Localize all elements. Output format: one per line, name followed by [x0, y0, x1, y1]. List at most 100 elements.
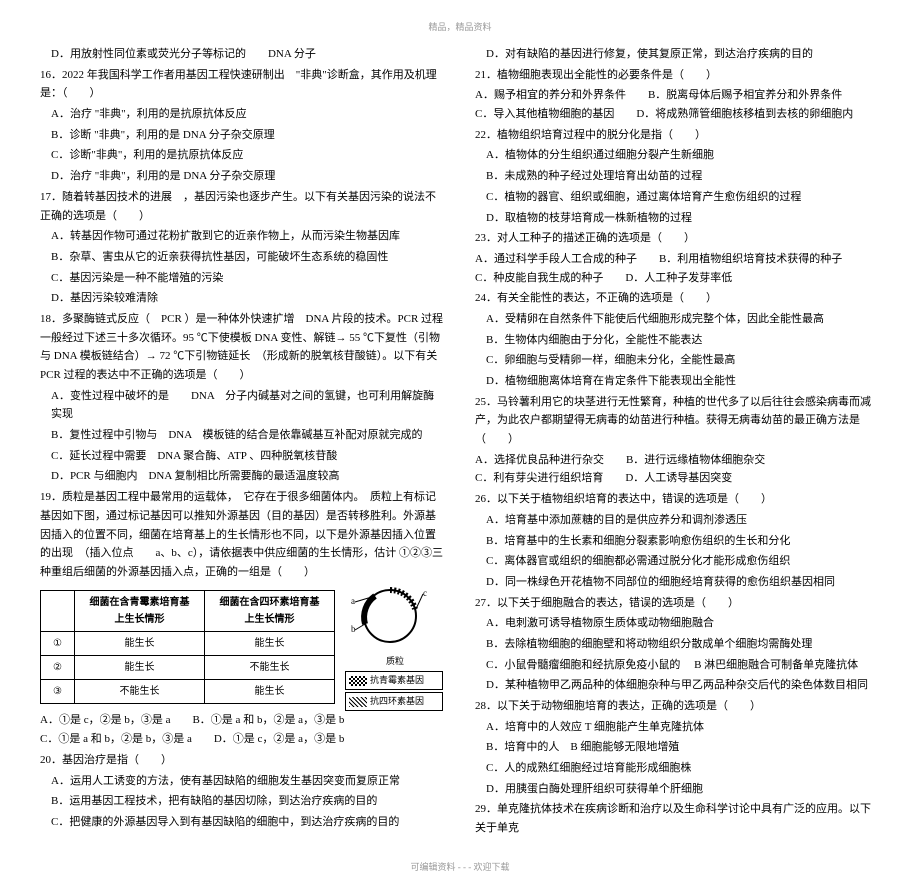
legend-row-2: 抗四环素基因	[345, 692, 443, 711]
tbl-r2c3: 不能生长	[204, 655, 334, 679]
q28-opt-d: D．用胰蛋白酶处理肝组织可获得单个肝细胞	[475, 780, 880, 799]
q18-opt-b: B．复性过程中引物与 DNA 模板链的结合是依靠碱基互补配对原就完成的	[40, 426, 445, 445]
q16-opt-b: B．诊断 "非典"，利用的是 DNA 分子杂交原理	[40, 126, 445, 145]
tbl-blank	[41, 590, 75, 631]
q16-opt-c: C．诊断"非典"，利用的是抗原抗体反应	[40, 146, 445, 165]
q27-opt-d: D．某种植物甲乙两品种的体细胞杂种与甲乙两品种杂交后代的染色体数目相同	[475, 676, 880, 695]
tbl-r1c3: 能生长	[204, 631, 334, 655]
q17-opt-b: B．杂草、害虫从它的近亲获得抗性基因，可能破坏生态系统的稳固性	[40, 248, 445, 267]
svg-text:a: a	[351, 596, 355, 606]
q19-table-diagram-row: 细菌在含青霉素培育基上生长情形 细菌在含四环素培育基上生长情形 ① 能生长 能生…	[40, 584, 445, 712]
q23-opt-b: B．利用植物组织培育技术获得的种子	[659, 250, 842, 269]
q21-opt-d: D．将成熟筛管细胞核移植到去核的卵细胞内	[636, 105, 853, 124]
q19-opt-d: D．①是 c，②是 a，③是 b	[214, 730, 344, 749]
q16: 16．2022 年我国科学工作者用基因工程快速研制出 "非典"诊断盒，其作用及机…	[40, 66, 445, 103]
legend-swatch-2	[349, 697, 367, 707]
q25-opt-d: D．人工诱导基因突变	[625, 469, 732, 488]
q19-table: 细菌在含青霉素培育基上生长情形 细菌在含四环素培育基上生长情形 ① 能生长 能生…	[40, 590, 335, 704]
q24-opt-b: B．生物体内细胞由于分化，全能性不能表达	[475, 331, 880, 350]
q23-row2: C．种皮能自我生成的种子 D．人工种子发芽率低	[475, 269, 880, 288]
q24-opt-a: A．受精卵在自然条件下能使后代细胞形成完整个体，因此全能性最高	[475, 310, 880, 329]
q19-opts-row2: C．①是 a 和 b，②是 b，③是 a D．①是 c，②是 a，③是 b	[40, 730, 445, 749]
q17: 17．随着转基因技术的进展 ，基因污染也逐步产生。以下有关基因污染的说法不正确的…	[40, 188, 445, 225]
tbl-h2: 细菌在含四环素培育基上生长情形	[204, 590, 334, 631]
q17-opt-d: D．基因污染较难清除	[40, 289, 445, 308]
q18-opt-d: D．PCR 与细胞内 DNA 复制相比所需要酶的最适温度较高	[40, 467, 445, 486]
tbl-h1: 细菌在含青霉素培育基上生长情形	[74, 590, 204, 631]
footer-label: 可编辑资料 - - - 欢迎下载	[40, 860, 880, 873]
q21-row1: A．赐予相宜的养分和外界条件 B．脱离母体后赐予相宜养分和外界条件	[475, 86, 880, 105]
plasmid-diagram: c a b 质粒 抗青霉素基因 抗四环素基因	[345, 584, 445, 712]
q28-opt-b: B．培育中的人 B 细胞能够无限地增殖	[475, 738, 880, 757]
q19-opt-a: A．①是 c，②是 b，③是 a	[40, 711, 170, 730]
q22-opt-c: C．植物的器官、组织或细胞，通过离体培育产生愈伤组织的过程	[475, 188, 880, 207]
q28-opt-c: C．人的成熟红细胞经过培育能形成细胞株	[475, 759, 880, 778]
q23-opt-c: C．种皮能自我生成的种子	[475, 269, 603, 288]
q20-opt-b: B．运用基因工程技术，把有缺陷的基因切除，到达治疗疾病的目的	[40, 792, 445, 811]
q21: 21．植物细胞表现出全能性的必要条件是（ ）	[475, 66, 880, 85]
q28-opt-a: A．培育中的人效应 T 细胞能产生单克隆抗体	[475, 718, 880, 737]
q25-row1: A．选择优良品种进行杂交 B．进行远缘植物体细胞杂交	[475, 451, 880, 470]
q21-opt-b: B．脱离母体后赐予相宜养分和外界条件	[648, 86, 842, 105]
q27: 27．以下关于细胞融合的表达，错误的选项是（ ）	[475, 594, 880, 613]
tbl-r1c1: ①	[41, 631, 75, 655]
top-label: 精品，精品资料	[40, 20, 880, 33]
q20-opt-d: D．对有缺陷的基因进行修复，使其复原正常，到达治疗疾病的目的	[475, 45, 880, 64]
q25-opt-a: A．选择优良品种进行杂交	[475, 451, 604, 470]
legend-text-1: 抗青霉素基因	[370, 673, 424, 688]
q25-opt-c: C．利有芽尖进行组织培育	[475, 469, 603, 488]
q19-opt-b: B．①是 a 和 b，②是 a，③是 b	[192, 711, 344, 730]
q19: 19．质粒是基因工程中最常用的运载体， 它存在于很多细菌体内。 质粒上有标记基因…	[40, 488, 445, 581]
q23: 23．对人工种子的描述正确的选项是（ ）	[475, 229, 880, 248]
q26-opt-c: C．离体器官或组织的细胞都必需通过脱分化才能形成愈伤组织	[475, 552, 880, 571]
legend-text-2: 抗四环素基因	[370, 694, 424, 709]
q27-opt-a: A．电刺激可诱导植物原生质体或动物细胞融合	[475, 614, 880, 633]
left-column: D．用放射性同位素或荧光分子等标记的 DNA 分子 16．2022 年我国科学工…	[40, 43, 445, 840]
tbl-r2c1: ②	[41, 655, 75, 679]
q23-row1: A．通过科学手段人工合成的种子 B．利用植物组织培育技术获得的种子	[475, 250, 880, 269]
q22: 22．植物组织培育过程中的脱分化是指（ ）	[475, 126, 880, 145]
q18: 18．多聚酶链式反应（ PCR ）是一种体外快速扩增 DNA 片段的技术。PCR…	[40, 310, 445, 385]
q27-opt-b: B．去除植物细胞的细胞壁和将动物组织分散成单个细胞均需酶处理	[475, 635, 880, 654]
q19-opt-c: C．①是 a 和 b，②是 b，③是 a	[40, 730, 192, 749]
q23-opt-d: D．人工种子发芽率低	[625, 269, 732, 288]
svg-text:b: b	[351, 624, 356, 634]
q16-opt-a: A．治疗 "非典"，利用的是抗原抗体反应	[40, 105, 445, 124]
q23-opt-a: A．通过科学手段人工合成的种子	[475, 250, 637, 269]
q17-opt-c: C．基因污染是一种不能增殖的污染	[40, 269, 445, 288]
q15-opt-d: D．用放射性同位素或荧光分子等标记的 DNA 分子	[40, 45, 445, 64]
q22-opt-d: D．取植物的枝芽培育成一株新植物的过程	[475, 209, 880, 228]
two-column-layout: D．用放射性同位素或荧光分子等标记的 DNA 分子 16．2022 年我国科学工…	[40, 43, 880, 840]
q26-opt-a: A．培育基中添加蔗糖的目的是供应养分和调剂渗透压	[475, 511, 880, 530]
q21-opt-c: C．导入其他植物细胞的基因	[475, 105, 614, 124]
q24: 24．有关全能性的表达，不正确的选项是（ ）	[475, 289, 880, 308]
tbl-r1c2: 能生长	[74, 631, 204, 655]
tbl-r3c3: 能生长	[204, 679, 334, 703]
svg-text:c: c	[423, 588, 427, 598]
q20-opt-a: A．运用人工诱变的方法，使有基因缺陷的细胞发生基因突变而复原正常	[40, 772, 445, 791]
tbl-r2c2: 能生长	[74, 655, 204, 679]
q26: 26．以下关于植物组织培育的表达中，错误的选项是（ ）	[475, 490, 880, 509]
legend-row-1: 抗青霉素基因	[345, 671, 443, 690]
q28: 28．以下关于动物细胞培育的表达，正确的选项是（ ）	[475, 697, 880, 716]
q25: 25．马铃薯利用它的块茎进行无性繁育，种植的世代多了以后往往会感染病毒而减产，为…	[475, 393, 880, 449]
right-column: D．对有缺陷的基因进行修复，使其复原正常，到达治疗疾病的目的 21．植物细胞表现…	[475, 43, 880, 840]
q22-opt-b: B．未成熟的种子经过处理培育出幼苗的过程	[475, 167, 880, 186]
q17-opt-a: A．转基因作物可通过花粉扩散到它的近亲作物上，从而污染生物基因库	[40, 227, 445, 246]
q21-row2: C．导入其他植物细胞的基因 D．将成熟筛管细胞核移植到去核的卵细胞内	[475, 105, 880, 124]
q25-opt-b: B．进行远缘植物体细胞杂交	[626, 451, 765, 470]
q21-opt-a: A．赐予相宜的养分和外界条件	[475, 86, 626, 105]
q29: 29．单克隆抗体技术在疾病诊断和治疗以及生命科学讨论中具有广泛的应用。以下关于单…	[475, 800, 880, 837]
plasmid-svg: c a b	[345, 584, 445, 654]
tbl-r3c1: ③	[41, 679, 75, 703]
q19-opts-row1: A．①是 c，②是 b，③是 a B．①是 a 和 b，②是 a，③是 b	[40, 711, 445, 730]
q20-opt-c: C．把健康的外源基因导入到有基因缺陷的细胞中，到达治疗疾病的目的	[40, 813, 445, 832]
plasmid-label: 质粒	[345, 654, 445, 669]
legend-swatch-1	[349, 676, 367, 686]
q20: 20．基因治疗是指（ ）	[40, 751, 445, 770]
q24-opt-c: C．卵细胞与受精卵一样，细胞未分化，全能性最高	[475, 351, 880, 370]
q18-opt-a: A．变性过程中破坏的是 DNA 分子内碱基对之间的氢键，也可利用解旋酶实现	[40, 387, 445, 424]
q26-opt-b: B．培育基中的生长素和细胞分裂素影响愈伤组织的生长和分化	[475, 532, 880, 551]
q26-opt-d: D．同一株绿色开花植物不同部位的细胞经培育获得的愈伤组织基因相同	[475, 573, 880, 592]
q16-opt-d: D．治疗 "非典"，利用的是 DNA 分子杂交原理	[40, 167, 445, 186]
